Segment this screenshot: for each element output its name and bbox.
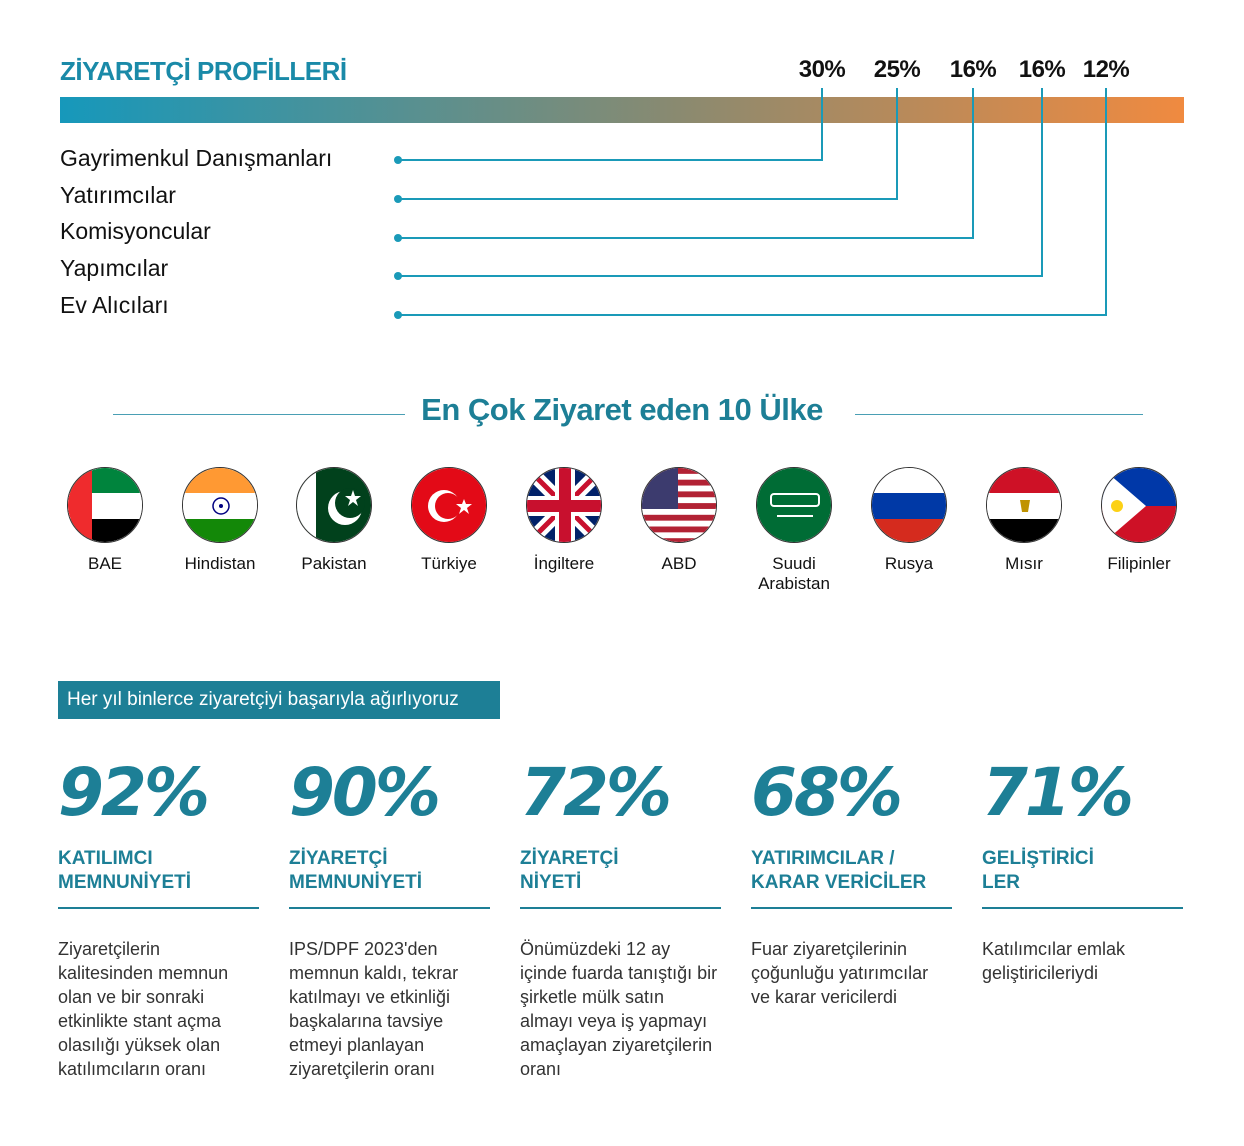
connector-line — [398, 88, 1043, 277]
stat-label: ZİYARETÇİ NİYETİ — [520, 847, 721, 895]
country-name: Rusya — [884, 554, 934, 573]
stat-label-line1: YATIRIMCILAR / — [751, 848, 895, 869]
stat-card: 68% YATIRIMCILAR / KARAR VERİCİLER Fuar z… — [751, 755, 952, 1009]
divider-right — [855, 414, 1143, 415]
stat-card: 71% GELİŞTİRİCİ LER Katılımcılar emlak ge… — [982, 755, 1183, 985]
profile-label: Yatırımcılar — [60, 182, 176, 208]
profile-label: Yapımcılar — [60, 255, 169, 281]
stat-card: 90% ZİYARETÇİ MEMNUNİYETİ IPS/DPF 2023'de… — [289, 755, 490, 1081]
profile-percent: 12% — [1082, 56, 1130, 83]
connector-line — [398, 88, 974, 239]
egypt-flag-icon — [986, 467, 1062, 543]
stat-divider — [982, 907, 1183, 909]
stat-label: KATILIMCI MEMNUNİYETİ — [58, 847, 259, 895]
stat-description: Önümüzdeki 12 ay içinde fuarda tanıştığı… — [520, 939, 718, 1079]
connector-dot — [394, 234, 402, 242]
country-name: Türkiye — [421, 554, 477, 573]
connector-line — [398, 88, 898, 200]
connector-dot — [394, 311, 402, 319]
country-name: Pakistan — [301, 554, 367, 573]
usa-flag-icon — [641, 467, 717, 543]
stat-description: IPS/DPF 2023'den memnun kaldı, tekrar ka… — [289, 939, 459, 1079]
stat-label-line1: KATILIMCI — [58, 848, 153, 869]
stat-label-line1: ZİYARETÇİ — [289, 848, 388, 869]
saudi-flag-icon — [756, 467, 832, 543]
country-name: BAE — [87, 554, 123, 573]
profile-label: Komisyoncular — [60, 218, 211, 244]
stat-label-line2: KARAR VERİCİLER — [751, 872, 927, 893]
stat-card: 72% ZİYARETÇİ NİYETİ Önümüzdeki 12 ay içi… — [520, 755, 721, 1081]
stat-description: Fuar ziyaretçilerinin çoğunluğu yatırımc… — [751, 939, 929, 1007]
divider-left — [113, 414, 405, 415]
stat-divider — [58, 907, 259, 909]
stat-label: YATIRIMCILAR / KARAR VERİCİLER — [751, 847, 952, 895]
profile-percent: 16% — [949, 56, 997, 83]
pakistan-flag-icon — [296, 467, 372, 543]
stat-divider — [751, 907, 952, 909]
stat-divider — [289, 907, 490, 909]
connector-line — [398, 88, 823, 161]
profile-percent: 25% — [873, 56, 921, 83]
stat-value: 72% — [520, 754, 672, 831]
stat-label-line2: NİYETİ — [520, 872, 582, 893]
profile-label: Ev Alıcıları — [60, 292, 169, 318]
connector-lines — [394, 88, 1107, 319]
stat-label-line2: MEMNUNİYETİ — [58, 872, 191, 893]
stat-label-line1: ZİYARETÇİ — [520, 848, 619, 869]
stat-value: 68% — [751, 754, 903, 831]
country-name: Hindistan — [184, 554, 256, 573]
country-name: ABD — [661, 554, 697, 573]
stat-label-line2: MEMNUNİYETİ — [289, 872, 422, 893]
profile-percent: 16% — [1018, 56, 1066, 83]
stat-description: Katılımcılar emlak geliştiricileriydi — [982, 939, 1126, 983]
countries-title: En Çok Ziyaret eden 10 Ülke — [421, 392, 823, 427]
country-name: Filipinler — [1107, 554, 1171, 573]
stat-value: 71% — [982, 754, 1134, 831]
connector-line — [398, 88, 1107, 316]
uk-flag-icon — [526, 467, 602, 543]
stats-banner: Her yıl binlerce ziyaretçiyi başarıyla a… — [58, 681, 500, 719]
country-name: İngiltere — [533, 554, 595, 573]
country-name: Mısır — [1005, 554, 1043, 573]
profile-percent: 30% — [798, 56, 846, 83]
turkey-flag-icon — [411, 467, 487, 543]
stat-label: ZİYARETÇİ MEMNUNİYETİ — [289, 847, 490, 895]
russia-flag-icon — [871, 467, 947, 543]
india-flag-icon — [182, 467, 258, 543]
connector-dot — [394, 156, 402, 164]
gradient-bar — [60, 97, 1184, 123]
connector-dot — [394, 272, 402, 280]
stat-value: 92% — [58, 754, 210, 831]
connector-dot — [394, 195, 402, 203]
philippines-flag-icon — [1101, 467, 1177, 543]
uae-flag-icon — [67, 467, 143, 543]
stat-description: Ziyaretçilerin kalitesinden memnun olan … — [58, 939, 229, 1079]
stat-card: 92% KATILIMCI MEMNUNİYETİ Ziyaretçilerin … — [58, 755, 259, 1081]
country-name: Suudi Arabistan — [758, 554, 830, 593]
profile-label: Gayrimenkul Danışmanları — [60, 145, 333, 171]
stat-divider — [520, 907, 721, 909]
profiles-title: ZİYARETÇİ PROFİLLERİ — [60, 56, 347, 86]
stat-label: GELİŞTİRİCİ LER — [982, 847, 1183, 895]
stat-label-line2: LER — [982, 872, 1020, 893]
stat-label-line1: GELİŞTİRİCİ — [982, 848, 1094, 869]
stat-value: 90% — [289, 754, 441, 831]
